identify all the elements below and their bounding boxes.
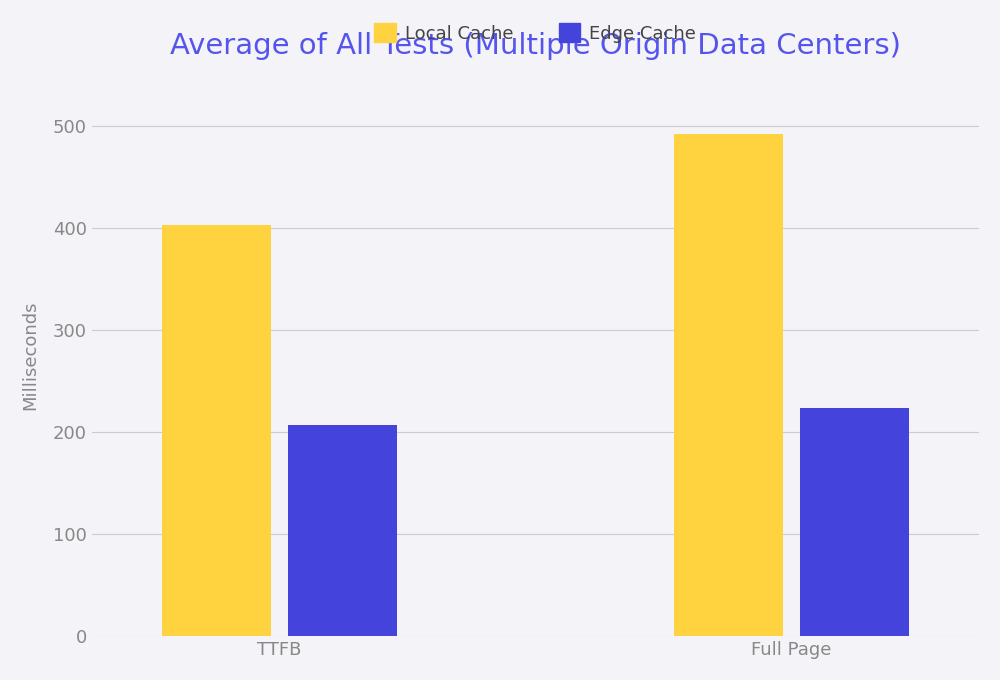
Bar bbox=[674, 134, 783, 636]
Y-axis label: Milliseconds: Milliseconds bbox=[21, 301, 39, 410]
Legend: Local Cache, Edge Cache: Local Cache, Edge Cache bbox=[367, 16, 704, 50]
Title: Average of All Tests (Multiple Origin Data Centers): Average of All Tests (Multiple Origin Da… bbox=[170, 32, 901, 60]
Bar bbox=[800, 407, 909, 636]
Bar bbox=[162, 225, 271, 636]
Bar bbox=[288, 425, 397, 636]
